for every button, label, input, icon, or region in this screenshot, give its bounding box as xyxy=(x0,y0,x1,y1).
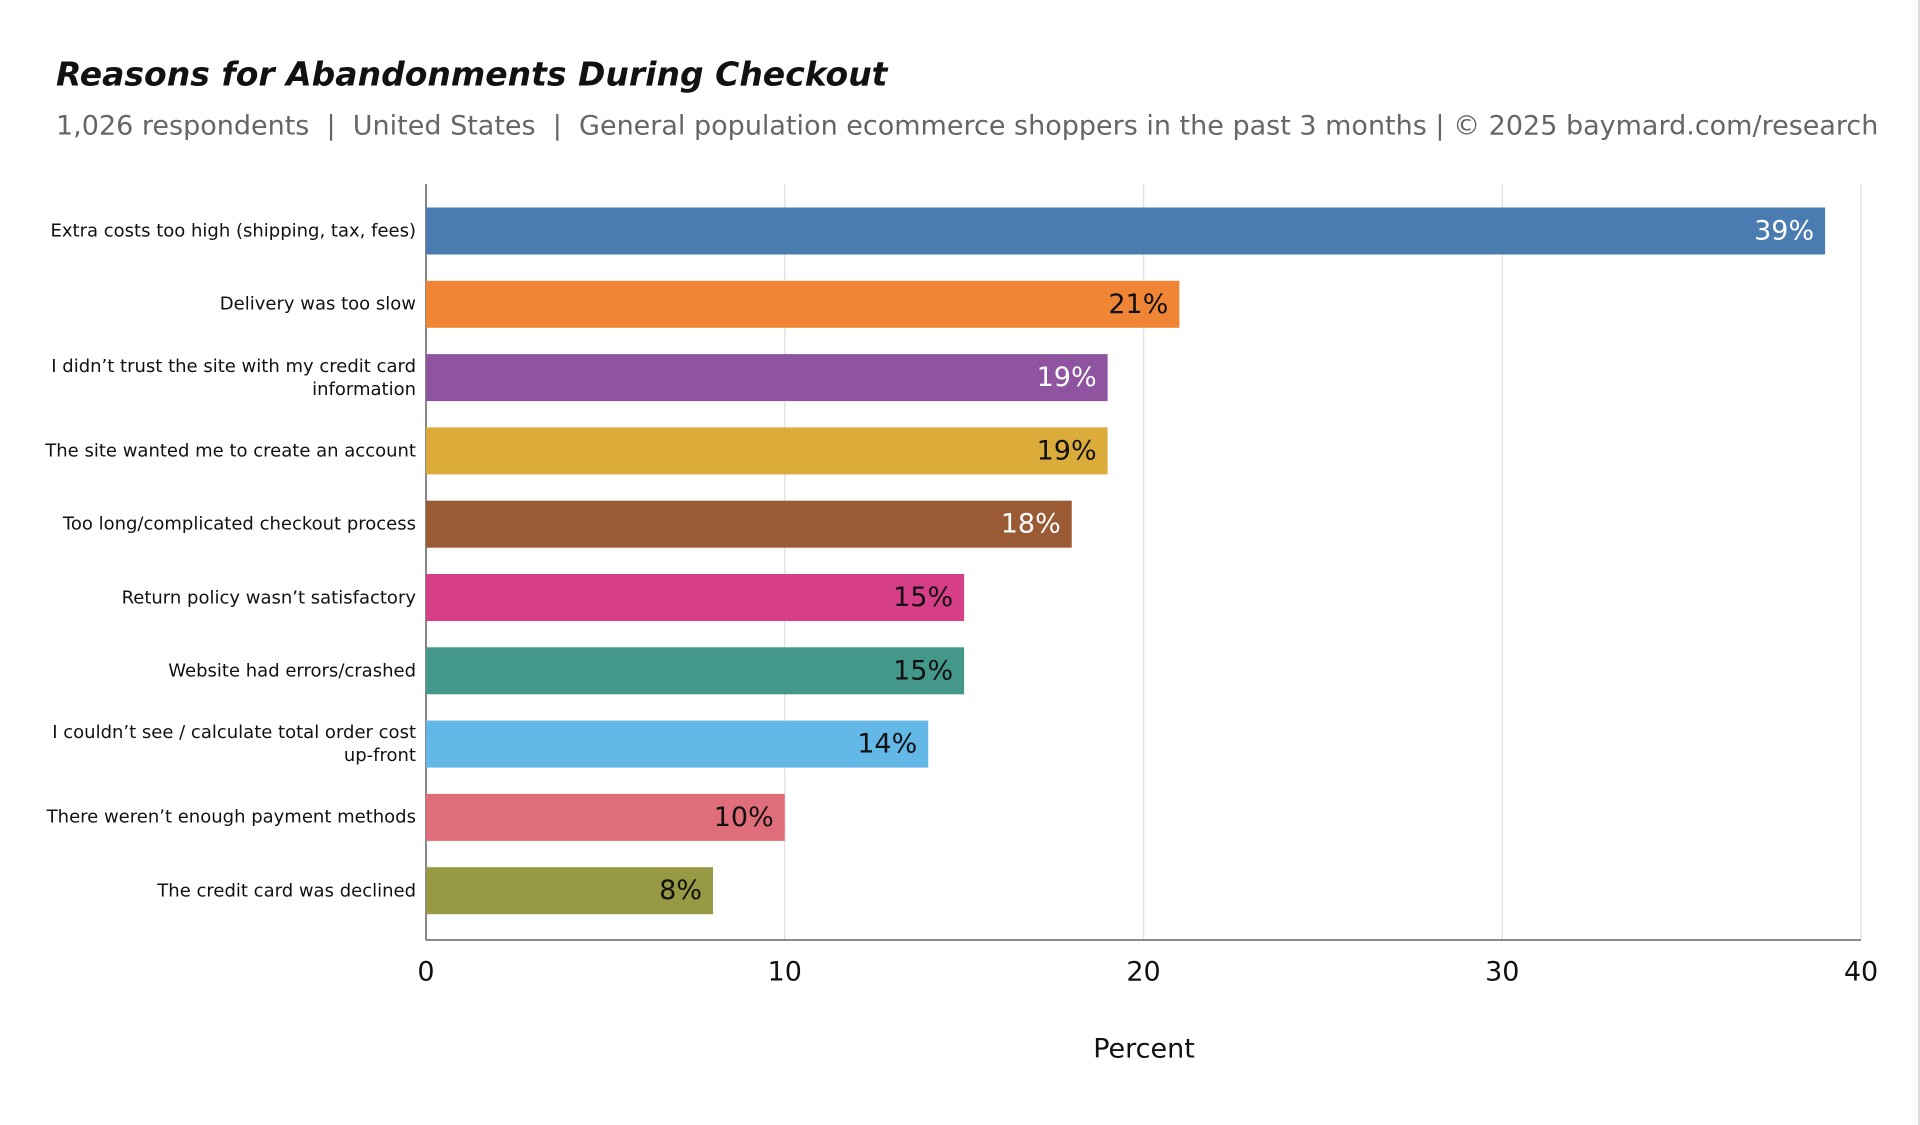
bar xyxy=(426,280,1180,328)
data-label: 15% xyxy=(893,582,953,613)
data-label: 19% xyxy=(1037,362,1097,393)
x-tick-label: 30 xyxy=(1485,957,1519,988)
bar xyxy=(426,647,965,695)
chart-title: Reasons for Abandonments During Checkout xyxy=(56,55,889,94)
data-label: 39% xyxy=(1754,216,1814,247)
x-tick-label: 40 xyxy=(1844,957,1878,988)
bar xyxy=(426,500,1072,548)
bar xyxy=(426,207,1826,255)
bar xyxy=(426,867,713,915)
data-label: 8% xyxy=(659,875,702,906)
y-tick-label: Extra costs too high (shipping, tax, fee… xyxy=(50,220,416,242)
x-tick-label: 10 xyxy=(768,957,802,988)
x-axis-title: Percent xyxy=(1093,1034,1195,1065)
data-label: 21% xyxy=(1108,289,1168,320)
x-tick-label: 0 xyxy=(417,957,434,988)
bar xyxy=(426,427,1108,475)
y-tick-label: I couldn’t see / calculate total order c… xyxy=(52,722,416,767)
bar xyxy=(426,574,965,621)
y-tick-label: Delivery was too slow xyxy=(219,293,416,315)
data-label: 19% xyxy=(1037,435,1097,466)
bar xyxy=(426,354,1108,402)
y-tick-label: Return policy wasn’t satisfactory xyxy=(121,587,416,608)
y-tick-label: Too long/complicated checkout process xyxy=(62,513,416,535)
y-tick-label: The credit card was declined xyxy=(157,880,416,902)
bar xyxy=(426,720,929,768)
y-tick-label: There weren’t enough payment methods xyxy=(46,806,416,828)
data-label: 10% xyxy=(714,802,774,833)
data-label: 14% xyxy=(857,729,917,760)
x-tick-label: 20 xyxy=(1126,957,1160,988)
data-label: 15% xyxy=(893,655,953,686)
y-tick-label: The site wanted me to create an account xyxy=(45,440,416,462)
chart-subtitle: 1,026 respondents | United States | Gene… xyxy=(56,111,1878,142)
data-label: 18% xyxy=(1001,509,1061,540)
y-tick-label: Website had errors/crashed xyxy=(168,660,416,682)
y-tick-label: I didn’t trust the site with my credit c… xyxy=(51,355,416,400)
bar xyxy=(426,793,785,841)
